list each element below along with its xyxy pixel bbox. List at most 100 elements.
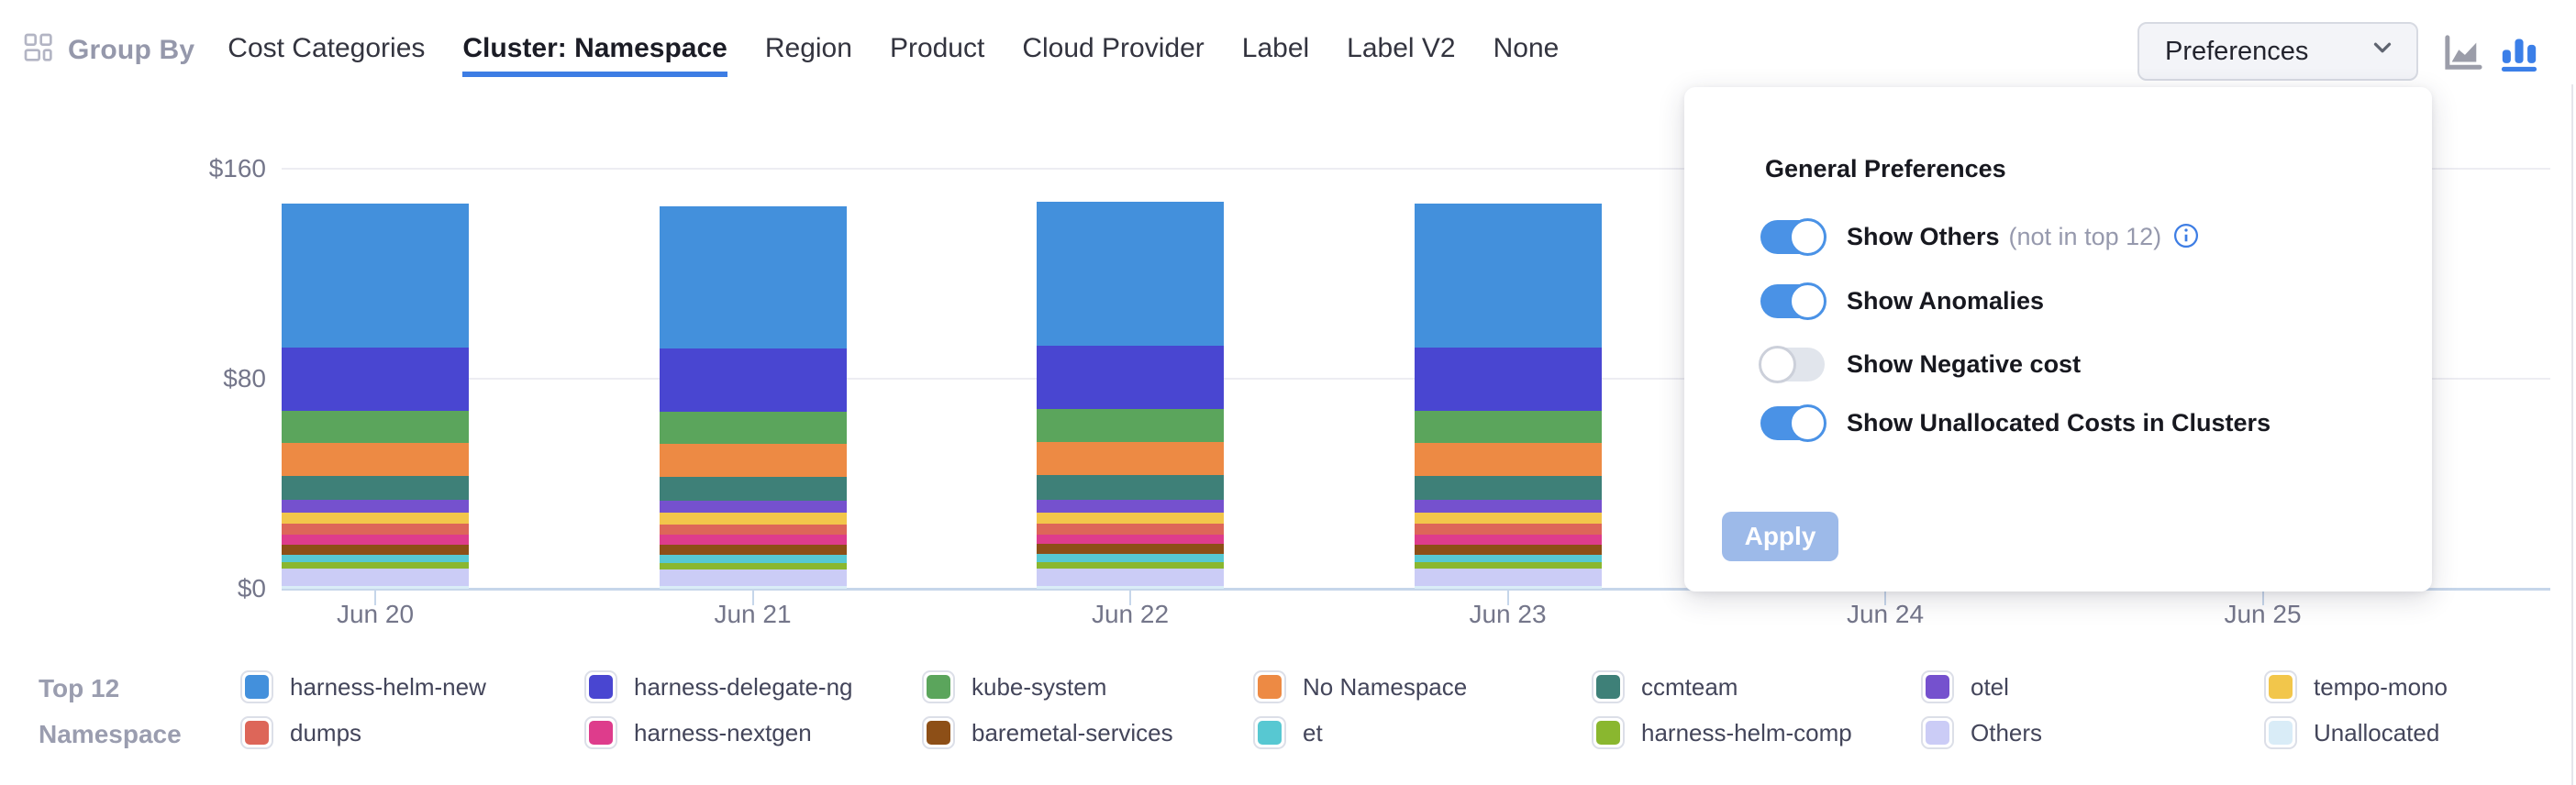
bar-segment-no-namespace[interactable] bbox=[1037, 441, 1224, 476]
bar-segment-et[interactable] bbox=[1037, 554, 1224, 563]
bar-segment-harness-helm-comp[interactable] bbox=[1037, 562, 1224, 569]
bar-segment-kube-system[interactable] bbox=[659, 411, 847, 444]
bar-segment-et[interactable] bbox=[282, 554, 469, 563]
legend-swatch[interactable] bbox=[1921, 716, 1954, 749]
bar-segment-no-namespace[interactable] bbox=[282, 442, 469, 476]
bar-segment-harness-helm-new[interactable] bbox=[282, 204, 469, 348]
bar-segment-baremetal-services[interactable] bbox=[659, 544, 847, 555]
legend-item-kube-system[interactable]: kube-system bbox=[922, 670, 1106, 703]
bar-segment-harness-delegate-ng[interactable] bbox=[1414, 348, 1602, 411]
toggle-knob[interactable] bbox=[1789, 217, 1827, 256]
stacked-bar-jun-22[interactable] bbox=[1037, 201, 1224, 589]
legend-swatch[interactable] bbox=[1592, 716, 1625, 749]
bar-segment-harness-nextgen[interactable] bbox=[659, 535, 847, 545]
bar-segment-kube-system[interactable] bbox=[1037, 409, 1224, 442]
bar-segment-unallocated[interactable] bbox=[659, 586, 847, 589]
bar-segment-harness-helm-new[interactable] bbox=[1037, 201, 1224, 347]
legend-swatch[interactable] bbox=[1253, 670, 1286, 703]
tab-label-v2[interactable]: Label V2 bbox=[1347, 33, 1456, 63]
legend-item-tempo-mono[interactable]: tempo-mono bbox=[2264, 670, 2448, 703]
bar-segment-tempo-mono[interactable] bbox=[282, 513, 469, 525]
bar-segment-baremetal-services[interactable] bbox=[1037, 544, 1224, 555]
legend-swatch[interactable] bbox=[922, 670, 955, 703]
tab-none[interactable]: None bbox=[1493, 33, 1560, 63]
stacked-bar-jun-23[interactable] bbox=[1414, 204, 1602, 589]
bar-segment-no-namespace[interactable] bbox=[1414, 442, 1602, 476]
bar-segment-harness-nextgen[interactable] bbox=[282, 535, 469, 545]
legend-swatch[interactable] bbox=[1253, 716, 1286, 749]
legend-item-harness-helm-comp[interactable]: harness-helm-comp bbox=[1592, 716, 1852, 749]
bar-segment-otel[interactable] bbox=[659, 500, 847, 514]
bar-segment-ccmteam[interactable] bbox=[282, 476, 469, 501]
bar-segment-others[interactable] bbox=[1037, 568, 1224, 587]
bar-segment-tempo-mono[interactable] bbox=[1037, 512, 1224, 524]
area-chart-icon[interactable] bbox=[2442, 35, 2484, 76]
bar-segment-others[interactable] bbox=[659, 569, 847, 587]
tab-label[interactable]: Label bbox=[1241, 33, 1310, 63]
legend-item-et[interactable]: et bbox=[1253, 716, 1323, 749]
tab-region[interactable]: Region bbox=[764, 33, 852, 63]
toggle-knob[interactable] bbox=[1759, 345, 1796, 383]
bar-segment-dumps[interactable] bbox=[1037, 523, 1224, 535]
legend-item-others[interactable]: Others bbox=[1921, 716, 2042, 749]
legend-swatch[interactable] bbox=[2264, 670, 2297, 703]
bar-segment-harness-nextgen[interactable] bbox=[1037, 534, 1224, 545]
bar-segment-ccmteam[interactable] bbox=[1414, 476, 1602, 501]
info-icon[interactable] bbox=[2172, 222, 2200, 249]
apply-button[interactable]: Apply bbox=[1722, 512, 1838, 561]
bar-segment-unallocated[interactable] bbox=[1037, 586, 1224, 589]
tab-cluster-namespace[interactable]: Cluster: Namespace bbox=[462, 33, 727, 77]
bar-segment-others[interactable] bbox=[282, 569, 469, 587]
stacked-bar-jun-20[interactable] bbox=[282, 204, 469, 589]
legend-swatch[interactable] bbox=[1592, 670, 1625, 703]
tab-product[interactable]: Product bbox=[889, 33, 985, 63]
bar-segment-otel[interactable] bbox=[282, 500, 469, 514]
bar-segment-dumps[interactable] bbox=[1414, 524, 1602, 536]
legend-item-dumps[interactable]: dumps bbox=[240, 716, 361, 749]
legend-item-harness-delegate-ng[interactable]: harness-delegate-ng bbox=[584, 670, 853, 703]
bar-segment-harness-delegate-ng[interactable] bbox=[1037, 346, 1224, 410]
legend-swatch[interactable] bbox=[584, 716, 617, 749]
bar-segment-harness-delegate-ng[interactable] bbox=[659, 348, 847, 412]
bar-segment-tempo-mono[interactable] bbox=[1414, 513, 1602, 525]
toggle-knob[interactable] bbox=[1789, 404, 1827, 442]
bar-segment-kube-system[interactable] bbox=[1414, 410, 1602, 443]
toggle-show-unallocated-costs-in-clusters[interactable] bbox=[1760, 404, 1827, 442]
stacked-bar-jun-21[interactable] bbox=[659, 205, 847, 589]
legend-item-ccmteam[interactable]: ccmteam bbox=[1592, 670, 1738, 703]
bar-segment-harness-helm-new[interactable] bbox=[659, 205, 847, 349]
bar-segment-tempo-mono[interactable] bbox=[659, 513, 847, 525]
toggle-show-anomalies[interactable] bbox=[1760, 282, 1827, 320]
bar-segment-ccmteam[interactable] bbox=[659, 476, 847, 501]
bar-segment-harness-helm-new[interactable] bbox=[1414, 204, 1602, 348]
bar-segment-baremetal-services[interactable] bbox=[282, 544, 469, 555]
legend-item-baremetal-services[interactable]: baremetal-services bbox=[922, 716, 1173, 749]
bar-segment-harness-helm-comp[interactable] bbox=[659, 562, 847, 569]
legend-swatch[interactable] bbox=[2264, 716, 2297, 749]
bar-segment-dumps[interactable] bbox=[282, 524, 469, 536]
legend-swatch[interactable] bbox=[240, 670, 273, 703]
bar-chart-icon[interactable] bbox=[2501, 35, 2537, 76]
bar-segment-baremetal-services[interactable] bbox=[1414, 544, 1602, 555]
bar-segment-harness-delegate-ng[interactable] bbox=[282, 348, 469, 411]
legend-swatch[interactable] bbox=[584, 670, 617, 703]
bar-segment-otel[interactable] bbox=[1037, 499, 1224, 513]
legend-item-unallocated[interactable]: Unallocated bbox=[2264, 716, 2439, 749]
bar-segment-dumps[interactable] bbox=[659, 524, 847, 536]
toggle-show-negative-cost[interactable] bbox=[1759, 345, 1825, 383]
tab-cost-categories[interactable]: Cost Categories bbox=[228, 33, 426, 63]
legend-swatch[interactable] bbox=[1921, 670, 1954, 703]
legend-swatch[interactable] bbox=[922, 716, 955, 749]
bar-segment-et[interactable] bbox=[1414, 554, 1602, 563]
bar-segment-harness-helm-comp[interactable] bbox=[1414, 562, 1602, 569]
bar-segment-kube-system[interactable] bbox=[282, 410, 469, 443]
bar-segment-ccmteam[interactable] bbox=[1037, 475, 1224, 500]
bar-segment-unallocated[interactable] bbox=[282, 586, 469, 589]
legend-item-otel[interactable]: otel bbox=[1921, 670, 2009, 703]
bar-segment-otel[interactable] bbox=[1414, 500, 1602, 514]
preferences-dropdown-button[interactable]: Preferences bbox=[2137, 22, 2418, 81]
legend-item-harness-nextgen[interactable]: harness-nextgen bbox=[584, 716, 812, 749]
legend-item-no-namespace[interactable]: No Namespace bbox=[1253, 670, 1467, 703]
bar-segment-others[interactable] bbox=[1414, 569, 1602, 587]
bar-segment-no-namespace[interactable] bbox=[659, 443, 847, 477]
